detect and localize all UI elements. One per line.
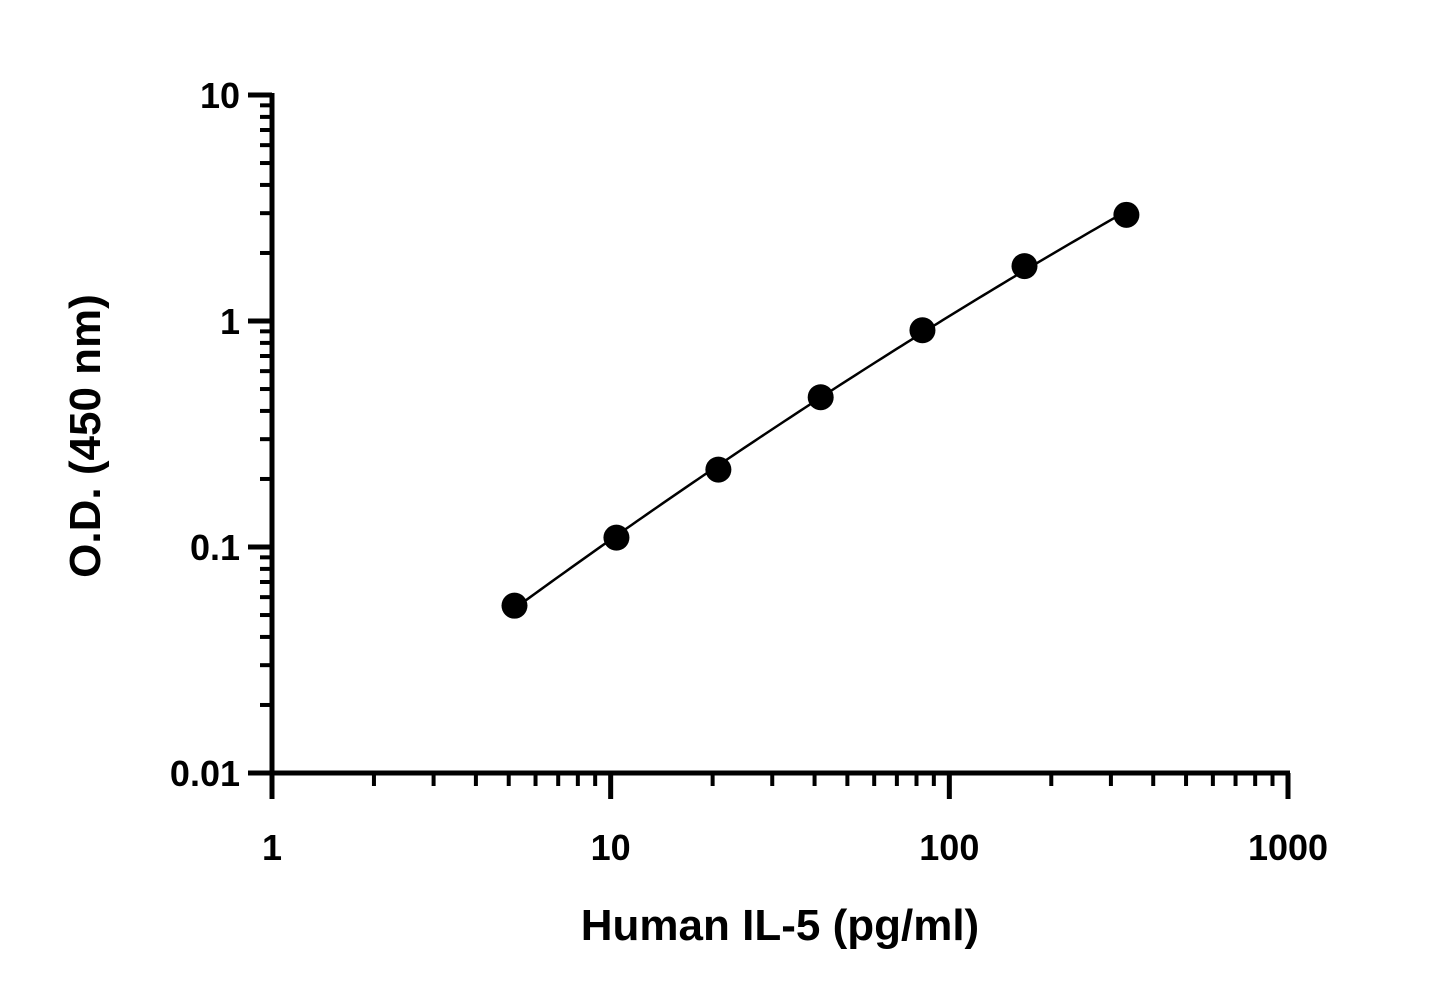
data-point [603, 524, 630, 551]
y-tick-label: 0.01 [170, 753, 240, 794]
data-point [1011, 253, 1038, 280]
data-point [705, 456, 732, 483]
y-tick-label: 10 [200, 75, 240, 116]
x-tick-label: 1000 [1248, 827, 1328, 868]
data-point [1113, 201, 1140, 228]
y-tick-label: 0.1 [190, 527, 240, 568]
x-tick-label: 10 [591, 827, 631, 868]
x-axis-title: Human IL-5 (pg/ml) [581, 901, 979, 950]
data-point [501, 592, 528, 619]
y-tick-labels: 0.01 0.1 1 10 [170, 75, 240, 794]
data-point [807, 384, 834, 411]
x-tick-label: 1 [262, 827, 282, 868]
x-tick-labels: 1 10 100 1000 [262, 827, 1328, 868]
data-point [909, 317, 936, 344]
x-tick-label: 100 [919, 827, 979, 868]
y-tick-label: 1 [220, 301, 240, 342]
data-points [501, 201, 1140, 619]
major-ticks [248, 92, 1291, 799]
y-axis-title: O.D. (450 nm) [61, 294, 110, 578]
